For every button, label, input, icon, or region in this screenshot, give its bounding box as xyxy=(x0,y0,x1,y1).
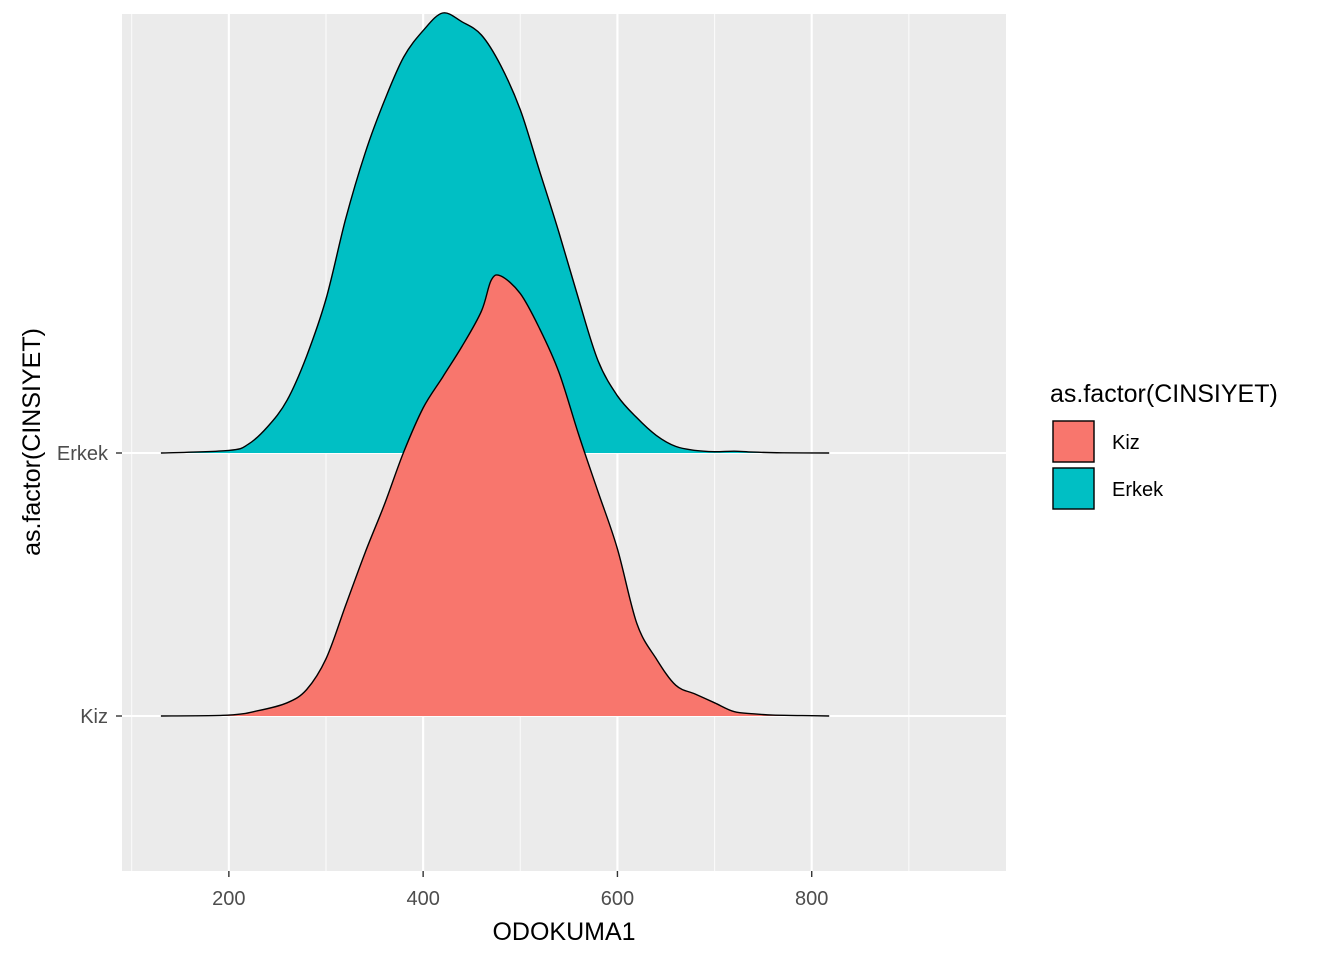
ridge-area-kiz xyxy=(160,274,830,716)
x-axis-title: ODOKUMA1 xyxy=(492,918,635,946)
ridge-outline-erkek xyxy=(160,12,830,454)
legend: as.factor(CINSIYET) Kiz Erkek xyxy=(1050,380,1278,510)
y-tick-label: Erkek xyxy=(57,443,109,465)
ridge-area-erkek xyxy=(160,12,830,454)
legend-title: as.factor(CINSIYET) xyxy=(1050,380,1278,408)
legend-keys: Kiz Erkek xyxy=(1052,420,1164,510)
x-axis-ticks: 200 400 600 800 xyxy=(212,871,828,910)
legend-swatch-kiz xyxy=(1052,420,1095,463)
x-tick-label: 800 xyxy=(795,888,828,910)
ridge-outline-kiz xyxy=(160,274,830,717)
legend-label: Erkek xyxy=(1112,479,1164,501)
y-axis-title: as.factor(CINSIYET) xyxy=(18,328,46,556)
y-tick-label: Kiz xyxy=(80,706,108,728)
legend-label: Kiz xyxy=(1112,432,1140,454)
legend-swatch-erkek xyxy=(1052,467,1095,510)
density-ridges xyxy=(160,12,830,717)
x-tick-label: 400 xyxy=(406,888,439,910)
x-tick-label: 200 xyxy=(212,888,245,910)
y-axis-ticks: Kiz Erkek xyxy=(57,443,122,728)
x-tick-label: 600 xyxy=(601,888,634,910)
